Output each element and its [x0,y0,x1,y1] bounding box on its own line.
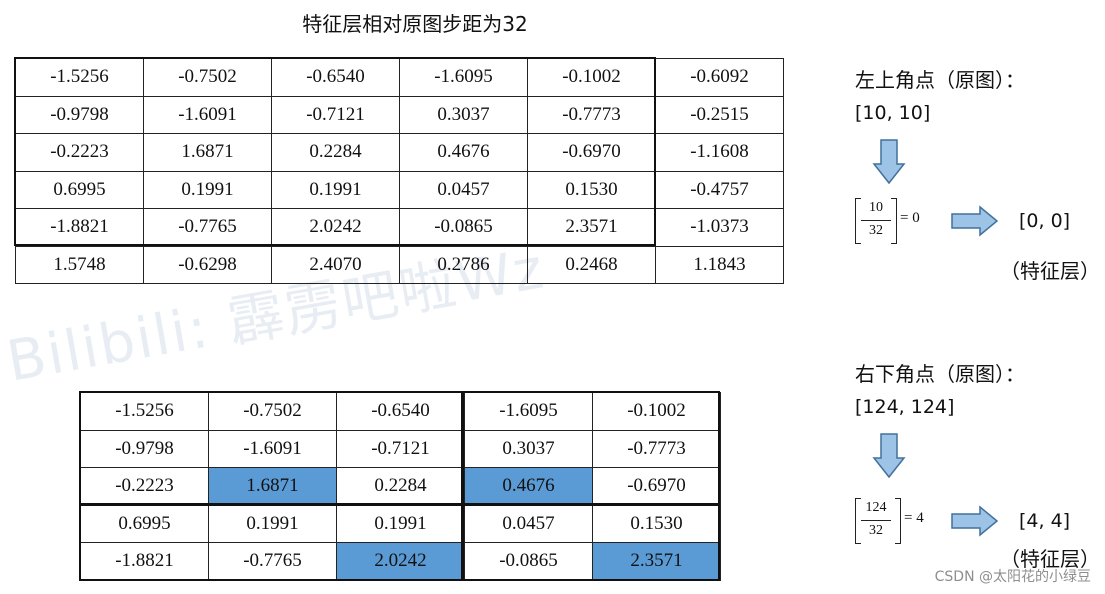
table-cell: 0.6995 [80,504,209,543]
top-left-fraction: 10 32 = 0 [855,198,935,244]
table-cell: 0.2786 [399,245,528,284]
table-cell: -0.2223 [80,467,209,506]
table-cell: 0.1991 [208,504,337,543]
bottom-right-result: [4, 4] [1019,510,1071,532]
table-cell: 0.1530 [592,504,721,543]
csdn-credit: CSDN @太阳花的小绿豆 [934,569,1091,585]
table-cell: -0.4757 [655,170,784,209]
table-row: 0.6995 0.1991 0.1991 0.0457 0.1530 [80,504,721,543]
table-cell: 2.4070 [271,245,400,284]
table-cell: 0.1991 [271,170,400,209]
diagram-title: 特征层相对原图步距为32 [302,12,528,36]
down-arrow-icon [872,139,906,185]
table-cell: -0.6970 [527,133,656,172]
right-arrow-icon [951,505,999,537]
table-row: -1.5256 -0.7502 -0.6540 -1.6095 -0.1002 -0.60… [15,58,784,97]
table-cell: 1.6871 [208,467,337,506]
table-cell: -0.1002 [592,392,721,431]
down-arrow-icon [872,433,906,479]
bottom-right-coord: [124, 124] [855,396,955,418]
table-row: -1.8821 -0.7765 2.0242 -0.0865 2.3571 -1.0373 [15,208,784,247]
bottom-right-equals: = 4 [904,510,924,526]
top-left-result-label: （特征层） [1000,259,1100,283]
table-row: -0.9798 -1.6091 -0.7121 0.3037 -0.7773 -0.251… [15,95,784,134]
table-row: 1.5748 -0.6298 2.4070 0.2786 0.2468 1.1843 [15,245,784,284]
table-cell: -0.1002 [527,58,656,97]
table-cell: -0.6540 [336,392,465,431]
table-cell: -1.6095 [464,392,593,431]
table-cell: -0.7121 [336,429,465,468]
table-cell: 2.0242 [271,208,400,247]
table-cell: -0.6092 [655,58,784,97]
table-row: -0.2223 1.6871 0.2284 0.4676 -0.6970 -1.1608 [15,133,784,172]
table-cell: -1.5256 [80,392,209,431]
table-cell: 0.1530 [527,170,656,209]
top-left-denominator: 32 [869,223,883,238]
table-cell: 2.3571 [592,542,721,581]
top-feature-table: -1.5256 -0.7502 -0.6540 -1.6095 -0.1002 -0.60… [15,58,784,284]
table-cell: 0.0457 [399,170,528,209]
table-cell: -0.7773 [592,429,721,468]
table-cell: 0.1991 [336,504,465,543]
table-cell: -0.2515 [655,95,784,134]
table-cell: -1.0373 [655,208,784,247]
table-cell: 0.4676 [399,133,528,172]
table-cell: -0.0865 [464,542,593,581]
table-cell: 0.2284 [336,467,465,506]
bottom-right-numerator: 124 [865,500,887,515]
table-cell: -0.0865 [399,208,528,247]
top-left-corner-label: 左上角点（原图）： [855,68,1025,92]
table-row: -0.2223 1.6871 0.2284 0.4676 -0.6970 [80,467,721,506]
table-cell: -1.6091 [208,429,337,468]
table-cell: -0.6970 [592,467,721,506]
table-cell: -0.7121 [271,95,400,134]
table-cell: -1.6095 [399,58,528,97]
table-cell: 1.5748 [15,245,144,284]
table-cell: -1.5256 [15,58,144,97]
bottom-right-corner-label: 右下角点（原图）： [855,362,1025,386]
bottom-feature-table: -1.5256 -0.7502 -0.6540 -1.6095 -0.1002 -0.97… [80,392,721,581]
table-cell: 0.0457 [464,504,593,543]
table-row: -1.5256 -0.7502 -0.6540 -1.6095 -0.1002 [80,392,721,431]
table-cell: -0.7765 [143,208,272,247]
top-left-equals: = 0 [900,210,920,226]
table-cell: 0.3037 [464,429,593,468]
top-left-result: [0, 0] [1019,210,1071,232]
top-left-coord: [10, 10] [855,102,931,124]
table-cell: -0.6298 [143,245,272,284]
bottom-right-result-label: （特征层） [1000,547,1100,571]
table-cell: 2.0242 [336,542,465,581]
table-cell: 1.6871 [143,133,272,172]
table-cell: -0.7765 [208,542,337,581]
table-cell: -0.6540 [271,58,400,97]
table-row: -0.9798 -1.6091 -0.7121 0.3037 -0.7773 [80,429,721,468]
table-cell: -1.6091 [143,95,272,134]
table-row: -1.8821 -0.7765 2.0242 -0.0865 2.3571 [80,542,721,581]
table-cell: -1.8821 [15,208,144,247]
table-cell: -0.7502 [208,392,337,431]
table-cell: 0.3037 [399,95,528,134]
table-cell: -1.1608 [655,133,784,172]
bottom-right-fraction: 124 32 = 4 [855,498,945,544]
table-cell: 1.1843 [655,245,784,284]
right-arrow-icon [951,205,999,237]
table-cell: -0.2223 [15,133,144,172]
bottom-right-denominator: 32 [869,523,883,538]
table-cell: -0.7773 [527,95,656,134]
table-cell: 0.2468 [527,245,656,284]
top-left-numerator: 10 [869,200,883,215]
table-cell: 0.6995 [15,170,144,209]
table-cell: -0.9798 [15,95,144,134]
table-cell: 2.3571 [527,208,656,247]
table-cell: 0.2284 [271,133,400,172]
table-cell: -0.9798 [80,429,209,468]
table-cell: 0.1991 [143,170,272,209]
table-cell: 0.4676 [464,467,593,506]
table-row: 0.6995 0.1991 0.1991 0.0457 0.1530 -0.4757 [15,170,784,209]
table-cell: -0.7502 [143,58,272,97]
table-cell: -1.8821 [80,542,209,581]
